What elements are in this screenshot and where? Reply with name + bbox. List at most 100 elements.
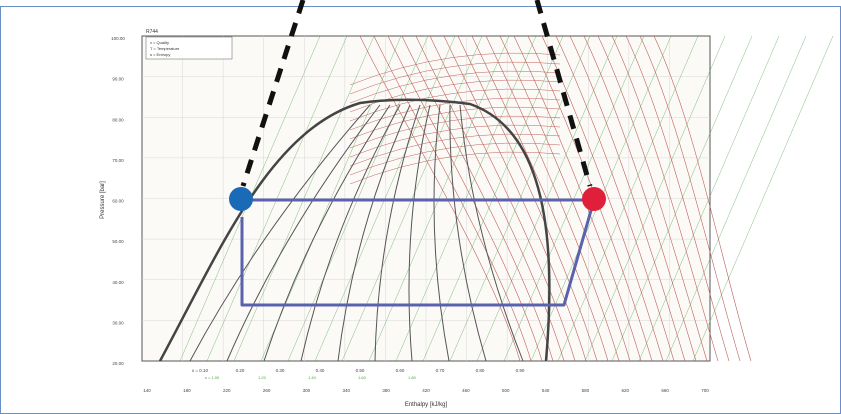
entropy-label: s = 1.00 bbox=[205, 375, 220, 380]
legend-box bbox=[145, 36, 233, 60]
entropy-label: 1.40 bbox=[308, 375, 317, 380]
saturated-liquid-point bbox=[229, 187, 253, 211]
quality-label: 0.70 bbox=[436, 368, 445, 373]
isotherm-line bbox=[457, 35, 598, 362]
x-tick-label: 260 bbox=[263, 388, 271, 393]
quality-label: 0.50 bbox=[356, 368, 365, 373]
isotherm-line bbox=[349, 124, 561, 158]
quality-line bbox=[433, 104, 450, 362]
quality-line bbox=[449, 104, 487, 362]
x-tick-label: 420 bbox=[422, 388, 430, 393]
isotherm-line bbox=[349, 142, 561, 176]
quality-label: 0.30 bbox=[276, 368, 285, 373]
isotherm-line bbox=[443, 35, 587, 362]
x-axis-label: Enthalpy [kJ/kg] bbox=[405, 402, 448, 408]
y-tick-label: 20.00 bbox=[112, 361, 124, 366]
isotherm-line bbox=[349, 115, 561, 149]
entropy-label: 1.80 bbox=[408, 375, 417, 380]
isotherm-line bbox=[513, 35, 642, 362]
legend-line-2: T = Temperature bbox=[150, 46, 180, 51]
isotherm-line bbox=[349, 61, 561, 95]
entropy-line bbox=[692, 35, 834, 362]
quality-line bbox=[374, 104, 421, 362]
x-tick-label: 180 bbox=[183, 388, 191, 393]
isotherm-line bbox=[429, 35, 576, 362]
entropy-line bbox=[665, 35, 807, 362]
isotherm-line bbox=[349, 52, 561, 86]
legend-line-1: x = Quality bbox=[150, 40, 169, 45]
quality-line bbox=[408, 104, 431, 362]
y-tick-label: 30.00 bbox=[112, 320, 124, 325]
quality-line bbox=[226, 104, 381, 362]
quality-line bbox=[189, 104, 371, 362]
isotherm-line bbox=[401, 35, 554, 362]
isotherm-line bbox=[499, 35, 631, 362]
isotherm-line bbox=[485, 35, 620, 362]
x-tick-label: 620 bbox=[622, 388, 630, 393]
y-axis-label: Pressure [bar] bbox=[100, 181, 106, 219]
quality-label: 0.40 bbox=[316, 368, 325, 373]
isotherm-line bbox=[653, 35, 752, 362]
y-tick-label: 60.00 bbox=[112, 199, 124, 204]
y-axis-ticks: 100.00 90.00 80.00 70.00 60.00 50.00 40.00 30.0… bbox=[111, 36, 125, 366]
y-tick-label: 50.00 bbox=[112, 239, 124, 244]
x-tick-label: 540 bbox=[542, 388, 550, 393]
legend-line-3: s = Entropy bbox=[150, 52, 170, 57]
y-tick-label: 80.00 bbox=[112, 117, 124, 122]
isotherm-line bbox=[359, 35, 521, 362]
leader-line-left bbox=[240, 0, 306, 187]
quality-line bbox=[337, 104, 411, 362]
entropy-line bbox=[638, 35, 780, 362]
quality-line bbox=[263, 104, 391, 362]
y-tick-label: 40.00 bbox=[112, 280, 124, 285]
isotherm-line bbox=[611, 35, 719, 362]
quality-line bbox=[459, 104, 524, 362]
isotherm-line bbox=[597, 35, 708, 362]
quality-label: 0.90 bbox=[516, 368, 525, 373]
isotherm-lines bbox=[349, 35, 752, 362]
isotherm-line bbox=[349, 106, 561, 140]
saturation-dome bbox=[158, 98, 551, 362]
refrigeration-cycle bbox=[240, 198, 596, 307]
x-tick-label: 380 bbox=[382, 388, 390, 393]
quality-label: 0.80 bbox=[476, 368, 485, 373]
legend-title: R744 bbox=[146, 29, 158, 35]
isotherm-line bbox=[625, 35, 730, 362]
quality-line bbox=[300, 104, 401, 362]
quality-lines bbox=[189, 104, 524, 362]
entropy-label: 1.60 bbox=[358, 375, 367, 380]
quality-label: x = 0.10 bbox=[192, 368, 209, 373]
isotherm-line bbox=[349, 79, 561, 113]
isotherm-line bbox=[583, 35, 697, 362]
legend: R744 x = Quality T = Temperature s = Ent… bbox=[145, 29, 233, 60]
quality-labels: x = 0.10 0.20 0.30 0.40 0.50 0.60 0.70 0.80 0.90… bbox=[192, 368, 525, 380]
x-axis-ticks: 140 180 220 260 300 340 380 420 460 500 540 580 620 6… bbox=[143, 388, 709, 393]
x-tick-label: 220 bbox=[223, 388, 231, 393]
isotherm-line bbox=[373, 35, 532, 362]
y-tick-label: 100.00 bbox=[111, 36, 125, 41]
isotherm-line bbox=[569, 35, 686, 362]
isotherm-line bbox=[349, 151, 561, 185]
vapor-state-point bbox=[582, 187, 606, 211]
x-tick-label: 660 bbox=[661, 388, 669, 393]
entropy-line bbox=[611, 35, 753, 362]
entropy-line bbox=[557, 35, 699, 362]
isotherm-line bbox=[555, 35, 675, 362]
x-tick-label: 140 bbox=[143, 388, 151, 393]
x-tick-label: 500 bbox=[502, 388, 510, 393]
x-tick-label: 300 bbox=[303, 388, 311, 393]
entropy-line bbox=[584, 35, 726, 362]
x-tick-label: 700 bbox=[701, 388, 709, 393]
x-tick-label: 580 bbox=[582, 388, 590, 393]
isotherm-line bbox=[349, 133, 561, 167]
y-tick-label: 90.00 bbox=[112, 77, 124, 82]
entropy-label: 1.20 bbox=[258, 375, 267, 380]
quality-label: 0.20 bbox=[236, 368, 245, 373]
y-tick-label: 70.00 bbox=[112, 158, 124, 163]
quality-label: 0.60 bbox=[396, 368, 405, 373]
x-tick-label: 460 bbox=[462, 388, 470, 393]
isotherm-line bbox=[349, 70, 561, 104]
leader-line-right bbox=[534, 0, 593, 187]
x-tick-label: 340 bbox=[343, 388, 351, 393]
